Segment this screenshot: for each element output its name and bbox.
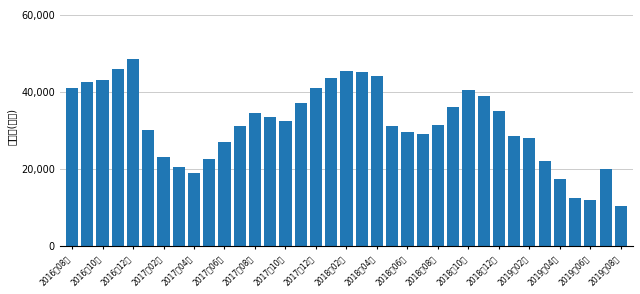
Bar xyxy=(188,173,200,246)
Bar xyxy=(218,142,230,246)
Bar xyxy=(249,113,261,246)
Bar xyxy=(280,121,292,246)
Bar xyxy=(538,161,551,246)
Bar xyxy=(264,117,276,246)
Bar xyxy=(234,126,246,246)
Bar xyxy=(386,126,398,246)
Bar xyxy=(447,107,460,246)
Bar xyxy=(477,96,490,246)
Bar xyxy=(111,69,124,246)
Bar xyxy=(66,88,78,246)
Bar xyxy=(356,73,368,246)
Bar xyxy=(524,138,536,246)
Bar xyxy=(432,125,444,246)
Bar xyxy=(142,130,154,246)
Bar xyxy=(81,82,93,246)
Y-axis label: 거래량(건수): 거래량(건수) xyxy=(7,108,17,145)
Bar xyxy=(401,132,413,246)
Bar xyxy=(615,206,627,246)
Bar xyxy=(493,111,505,246)
Bar xyxy=(371,76,383,246)
Bar xyxy=(554,178,566,246)
Bar xyxy=(203,159,215,246)
Bar xyxy=(173,167,185,246)
Bar xyxy=(157,157,170,246)
Bar xyxy=(569,198,581,246)
Bar xyxy=(462,90,474,246)
Bar xyxy=(340,71,353,246)
Bar xyxy=(600,169,612,246)
Bar xyxy=(97,80,109,246)
Bar xyxy=(508,136,520,246)
Bar xyxy=(310,88,322,246)
Bar xyxy=(584,200,596,246)
Bar xyxy=(325,78,337,246)
Bar xyxy=(127,59,139,246)
Bar xyxy=(417,134,429,246)
Bar xyxy=(294,103,307,246)
